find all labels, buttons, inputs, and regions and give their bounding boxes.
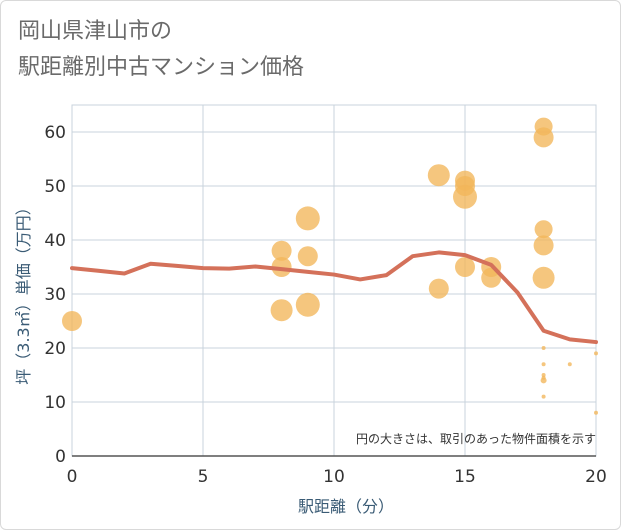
y-tick-label: 30 bbox=[44, 285, 66, 305]
data-point bbox=[297, 246, 318, 267]
data-point bbox=[295, 206, 320, 231]
data-point bbox=[62, 311, 82, 331]
y-tick-label: 20 bbox=[44, 339, 66, 359]
x-axis-label: 駅距離（分） bbox=[298, 497, 394, 516]
x-axis-ticks: 0 5 10 15 20 bbox=[67, 467, 607, 487]
data-point bbox=[428, 278, 449, 299]
data-point bbox=[541, 394, 546, 399]
size-annotation: 円の大きさは、取引のあった物件面積を示す bbox=[356, 431, 596, 446]
data-point bbox=[534, 220, 553, 239]
data-point bbox=[271, 240, 292, 261]
trend-line-group bbox=[70, 250, 598, 345]
data-point bbox=[295, 292, 320, 317]
x-tick-label: 20 bbox=[585, 467, 607, 487]
y-tick-label: 60 bbox=[44, 123, 66, 143]
data-point bbox=[541, 362, 546, 367]
y-tick-label: 40 bbox=[44, 231, 66, 251]
chart-title-line2: 駅距離別中古マンション価格 bbox=[18, 55, 305, 80]
y-axis-ticks: 0 10 20 30 40 50 60 bbox=[44, 123, 66, 467]
data-point bbox=[567, 362, 572, 367]
data-point bbox=[540, 377, 547, 384]
data-point bbox=[594, 410, 598, 415]
data-point bbox=[533, 127, 554, 148]
data-point bbox=[532, 266, 555, 289]
x-tick-label: 10 bbox=[323, 467, 345, 487]
data-point bbox=[271, 257, 292, 277]
chart-title-line1: 岡山県津山市の bbox=[18, 19, 173, 44]
x-tick-label: 5 bbox=[198, 467, 209, 487]
y-tick-label: 50 bbox=[44, 177, 66, 197]
data-point bbox=[270, 299, 293, 322]
data-point bbox=[455, 257, 475, 277]
y-tick-label: 10 bbox=[44, 393, 66, 413]
y-tick-label: 0 bbox=[55, 447, 66, 467]
grid-lines bbox=[71, 104, 597, 457]
trend-line bbox=[70, 250, 598, 345]
data-point bbox=[453, 184, 477, 209]
x-tick-label: 0 bbox=[67, 467, 78, 487]
data-point bbox=[541, 346, 546, 350]
x-tick-label: 15 bbox=[454, 467, 476, 487]
data-point bbox=[594, 351, 598, 356]
y-axis-label: 坪（3.3㎡）単価（万円） bbox=[14, 199, 33, 384]
data-point bbox=[533, 235, 554, 256]
data-point bbox=[427, 164, 450, 187]
chart-title: 岡山県津山市の 駅距離別中古マンション価格 bbox=[18, 14, 304, 86]
